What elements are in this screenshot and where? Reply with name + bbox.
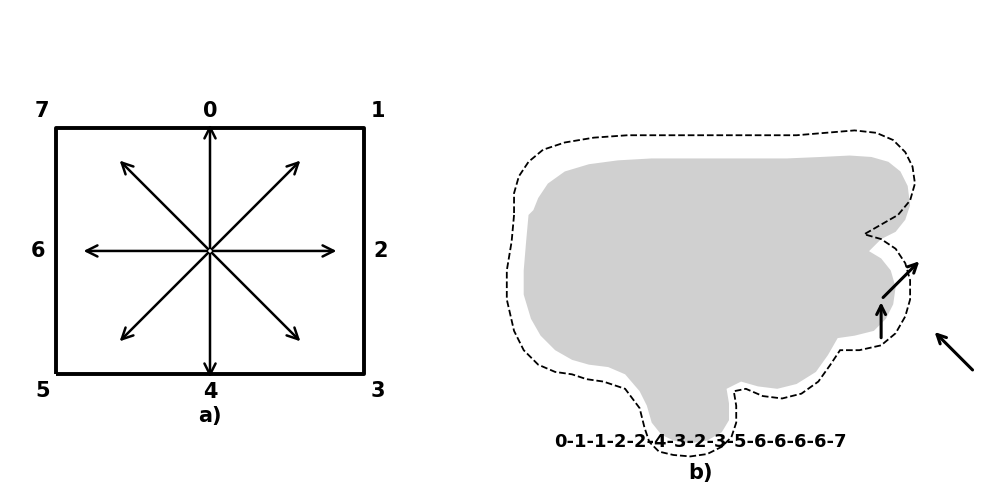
Text: 5: 5 [35,381,50,401]
Text: b): b) [688,463,712,483]
Text: 2: 2 [374,241,388,261]
Text: 7: 7 [35,101,50,121]
Text: a): a) [198,406,222,426]
Text: 0-1-1-2-2-4-3-2-3-5-6-6-6-6-7: 0-1-1-2-2-4-3-2-3-5-6-6-6-6-7 [554,433,846,451]
Text: 0: 0 [203,101,217,121]
Polygon shape [524,156,910,443]
Text: 1: 1 [370,101,385,121]
Text: 6: 6 [30,241,45,261]
Text: 3: 3 [370,381,385,401]
Text: 4: 4 [203,383,217,402]
